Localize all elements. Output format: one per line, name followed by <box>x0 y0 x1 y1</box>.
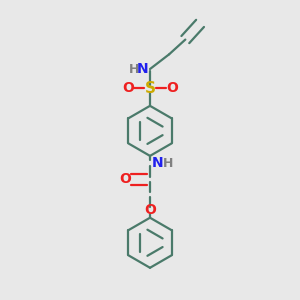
Text: S: S <box>145 81 155 96</box>
Text: O: O <box>119 172 131 186</box>
Text: N: N <box>152 156 163 170</box>
Text: O: O <box>122 81 134 95</box>
Text: H: H <box>163 157 173 170</box>
Text: H: H <box>129 62 139 76</box>
Text: O: O <box>144 203 156 218</box>
Text: O: O <box>166 81 178 95</box>
Text: N: N <box>137 62 148 76</box>
